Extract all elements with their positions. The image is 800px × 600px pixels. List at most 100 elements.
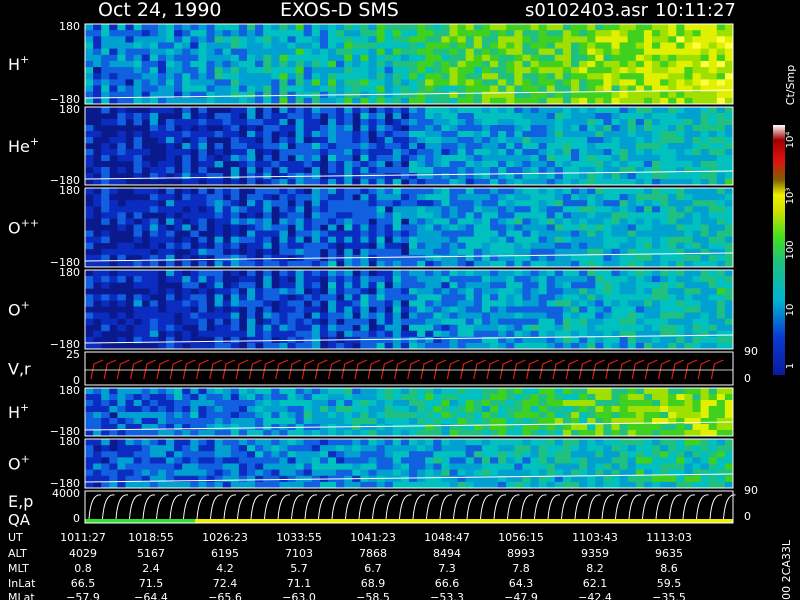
heatmap-cell	[465, 318, 475, 326]
heatmap-cell	[603, 457, 612, 464]
heatmap-cell	[579, 276, 588, 283]
heatmap-cell	[133, 91, 143, 99]
heatmap-cell	[433, 91, 442, 99]
heatmap-cell	[635, 149, 645, 156]
heatmap-cell	[708, 394, 718, 401]
panel-trace	[84, 252, 734, 262]
heatmap-cell	[336, 236, 345, 244]
heatmap-cell	[562, 67, 572, 74]
heatmap-cell	[271, 294, 280, 301]
heatmap-cell	[708, 276, 718, 283]
heatmap-cell	[498, 469, 507, 477]
heatmap-cell	[643, 113, 653, 120]
heatmap-cell	[579, 173, 588, 180]
heatmap-cell	[384, 173, 394, 180]
heatmap-cell	[392, 400, 402, 407]
heatmap-cell	[101, 173, 110, 180]
heatmap-cell	[554, 36, 564, 43]
heatmap-cell	[554, 206, 564, 213]
heatmap-cell	[190, 457, 199, 464]
heatmap-cell	[433, 173, 442, 180]
heatmap-cell	[117, 218, 126, 225]
heatmap-cell	[303, 270, 313, 277]
heatmap-cell	[182, 336, 191, 344]
heatmap-cell	[457, 155, 467, 162]
heatmap-cell	[336, 230, 345, 238]
heatmap-cell	[603, 439, 612, 446]
heatmap-cell	[279, 218, 288, 225]
heatmap-cell	[514, 24, 523, 31]
heatmap-cell	[303, 107, 313, 114]
heatmap-cell	[109, 119, 118, 126]
heatmap-cell	[684, 167, 693, 174]
heatmap-cell	[263, 254, 272, 262]
heatmap-cell	[716, 188, 726, 195]
heatmap-cell	[481, 242, 491, 250]
heatmap-cell	[182, 125, 191, 132]
heatmap-cell	[198, 330, 207, 338]
heatmap-cell	[182, 24, 191, 31]
heatmap-cell	[263, 463, 272, 471]
heatmap-cell	[287, 54, 296, 62]
heatmap-cell	[174, 137, 183, 144]
heatmap-cell	[328, 388, 337, 395]
right-tick-label: 90	[744, 345, 758, 358]
heatmap-cell	[247, 161, 256, 168]
heatmap-cell	[441, 463, 450, 471]
heatmap-cell	[587, 242, 596, 250]
heatmap-cell	[652, 48, 661, 56]
heatmap-cell	[198, 200, 207, 207]
heatmap-cell	[247, 143, 256, 150]
heatmap-cell	[182, 430, 191, 437]
heatmap-cell	[360, 149, 369, 156]
heatmap-cell	[319, 179, 329, 186]
heatmap-cell	[295, 260, 305, 268]
heatmap-cell	[384, 167, 394, 174]
heatmap-cell	[522, 276, 531, 283]
heatmap-cell	[198, 318, 207, 326]
heatmap-cell	[295, 131, 305, 138]
heatmap-cell	[222, 418, 232, 425]
heatmap-cell	[190, 388, 199, 395]
heatmap-cell	[700, 179, 710, 186]
heatmap-cell	[546, 330, 556, 338]
heatmap-cell	[506, 336, 515, 344]
heatmap-cell	[368, 224, 377, 231]
heatmap-cell	[465, 48, 475, 56]
heatmap-cell	[627, 137, 637, 144]
heatmap-cell	[724, 42, 734, 50]
heatmap-cell	[530, 424, 539, 431]
heatmap-cell	[465, 173, 475, 180]
heatmap-cell	[514, 155, 523, 162]
heatmap-cell	[643, 24, 653, 31]
heatmap-cell	[409, 260, 418, 268]
heatmap-cell	[214, 300, 224, 307]
heatmap-cell	[627, 276, 637, 283]
heatmap-cell	[587, 161, 596, 168]
heatmap-cell	[652, 143, 661, 150]
heatmap-cell	[660, 113, 669, 120]
heatmap-cell	[376, 424, 386, 431]
heatmap-cell	[611, 60, 620, 68]
heatmap-cell	[498, 113, 507, 120]
heatmap-cell	[522, 36, 531, 43]
heatmap-cell	[643, 179, 653, 186]
heatmap-cell	[441, 30, 450, 37]
heatmap-cell	[409, 330, 418, 338]
heatmap-cell	[141, 318, 151, 326]
heatmap-cell	[247, 137, 256, 144]
heatmap-cell	[716, 324, 726, 332]
heatmap-cell	[490, 254, 499, 262]
heatmap-cell	[538, 54, 548, 62]
heatmap-cell	[417, 254, 426, 262]
heatmap-cell	[311, 212, 321, 219]
heatmap-cell	[117, 481, 126, 489]
heatmap-cell	[384, 312, 394, 320]
heatmap-cell	[433, 155, 442, 162]
heatmap-cell	[198, 60, 207, 68]
heatmap-cell	[376, 457, 386, 464]
heatmap-cell	[230, 97, 240, 105]
heatmap-cell	[198, 388, 207, 395]
heatmap-cell	[376, 282, 386, 289]
heatmap-cell	[603, 318, 612, 326]
